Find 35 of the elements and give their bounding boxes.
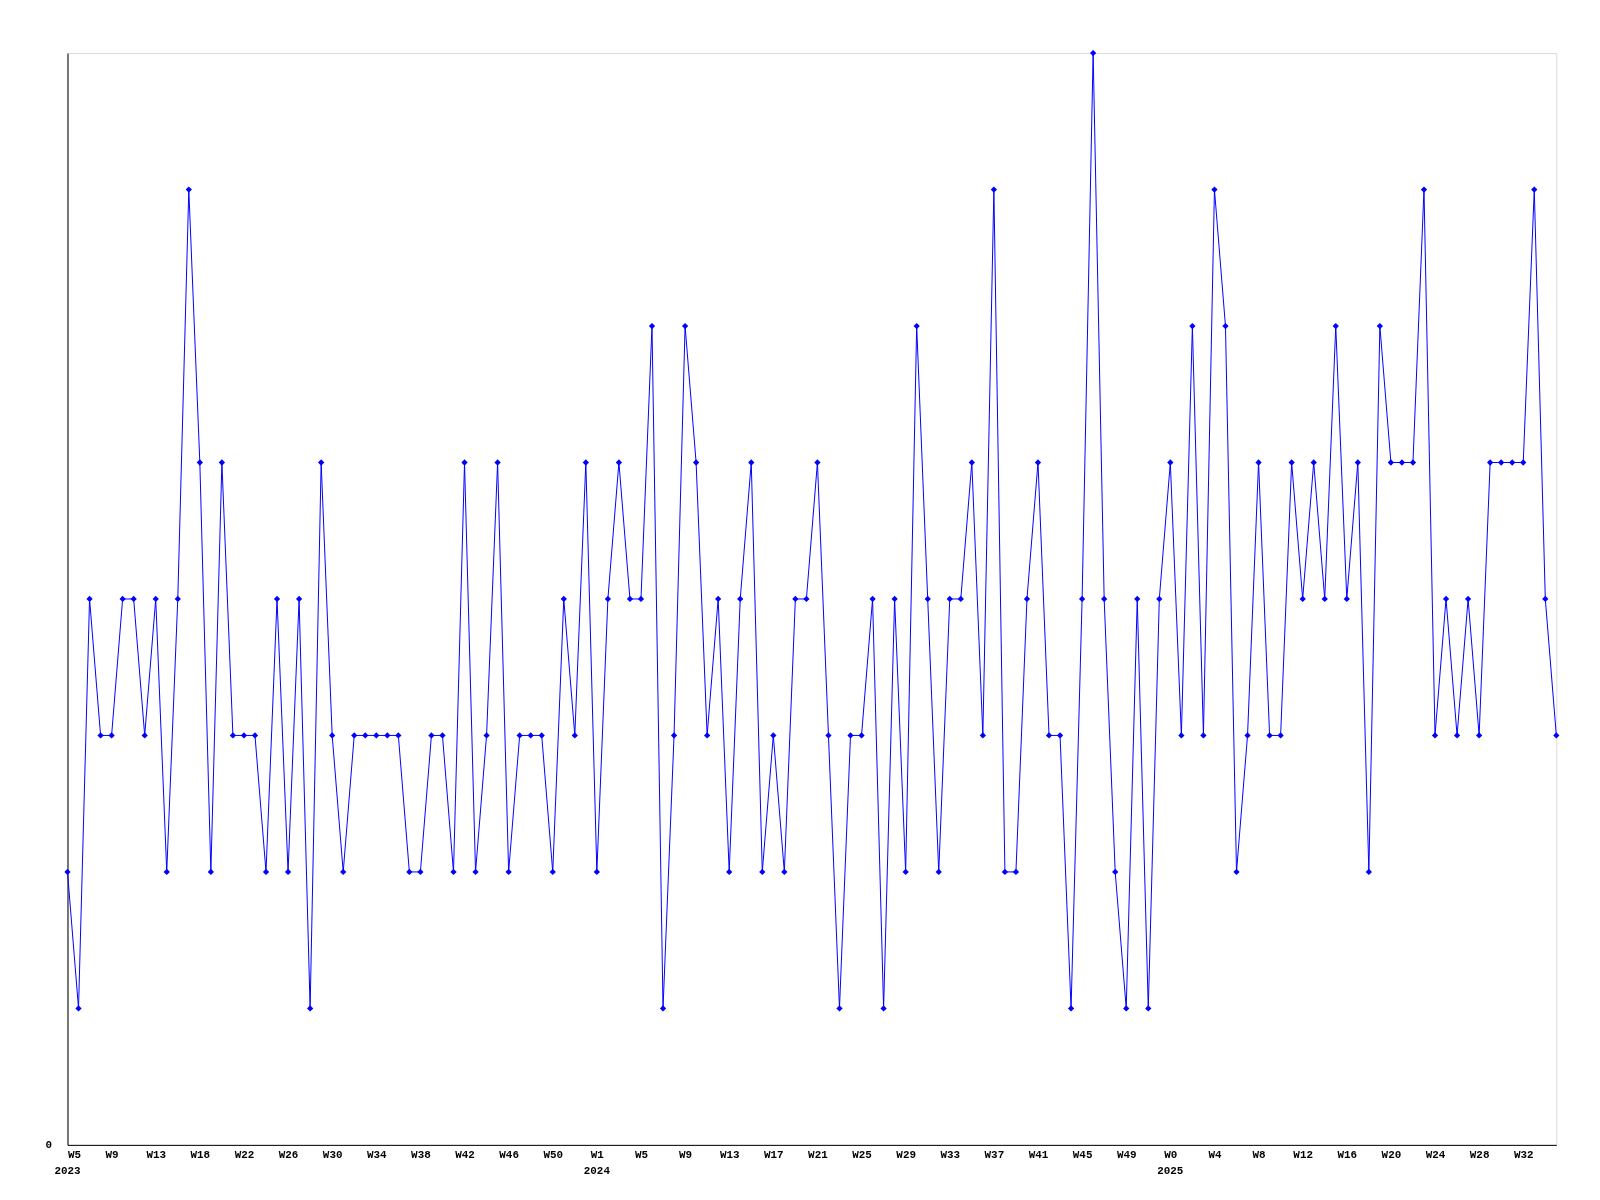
x-tick-label: W32 (1513, 1149, 1534, 1162)
x-tick-label: W18 (190, 1149, 211, 1162)
x-tick-label: W9 (105, 1149, 119, 1162)
x-tick-label: W42 (455, 1149, 475, 1162)
x-tick-label: W4 (1208, 1149, 1222, 1162)
x-tick-label: W37 (984, 1149, 1005, 1162)
x-tick-label: W8 (1252, 1149, 1266, 1162)
x-tick-label: W26 (278, 1149, 299, 1162)
x-tick-label: W28 (1469, 1149, 1490, 1162)
x-tick-label: W38 (411, 1149, 431, 1162)
x-tick-label: W50 (543, 1149, 564, 1162)
x-tick-label: W17 (763, 1149, 784, 1162)
x-tick-label: W13 (719, 1149, 740, 1162)
x-tick-label: W34 (366, 1149, 388, 1162)
x-tick-label: W21 (808, 1149, 829, 1162)
x-tick-label: W45 (1072, 1149, 1093, 1162)
category-label: W5 2023 (54, 1149, 82, 1177)
x-tick-label: W33 (940, 1149, 961, 1162)
x-tick-label: W24 (1425, 1149, 1446, 1162)
x-tick-label: W9 (679, 1149, 693, 1162)
category-label: W1 2024 (583, 1149, 610, 1177)
x-tick-label: W22 (234, 1149, 255, 1162)
x-tick-label: W41 (1028, 1149, 1049, 1162)
x-tick-label: W46 (499, 1149, 519, 1162)
x-tick-label: W30 (322, 1149, 343, 1162)
x-tick-label: W25 (852, 1149, 872, 1162)
x-tick-label: W5 (634, 1149, 649, 1162)
x-tick-label: W13 (146, 1149, 167, 1162)
text: 0 (45, 1139, 53, 1152)
x-tick-label: W29 (896, 1149, 916, 1162)
x-tick-label: W20 (1381, 1149, 1402, 1162)
x-tick-label: W12 (1293, 1149, 1313, 1162)
x-tick-label: W16 (1337, 1149, 1358, 1162)
x-tick-label: W49 (1116, 1149, 1137, 1162)
category-label: W0 2025 (1157, 1149, 1184, 1177)
